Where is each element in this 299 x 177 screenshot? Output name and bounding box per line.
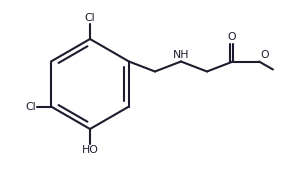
Text: O: O xyxy=(227,33,236,42)
Text: NH: NH xyxy=(173,50,189,59)
Text: O: O xyxy=(260,50,269,61)
Text: Cl: Cl xyxy=(85,13,95,23)
Text: Cl: Cl xyxy=(25,101,36,112)
Text: HO: HO xyxy=(82,145,98,155)
